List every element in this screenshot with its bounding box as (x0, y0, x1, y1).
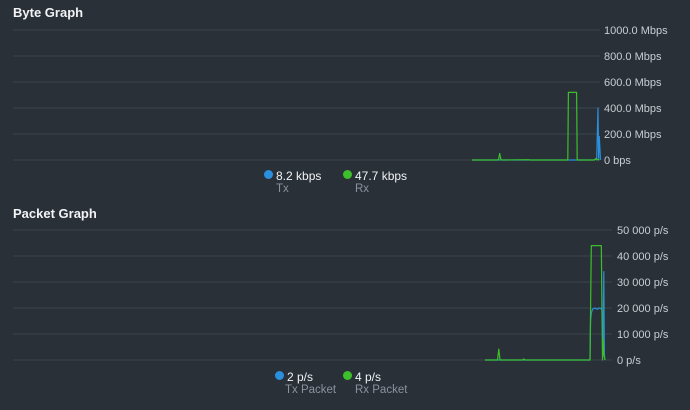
tx-packet-value: 2 p/s (287, 370, 314, 384)
byte-graph-chart: 0 bps 200.0 Mbps 400.0 Mbps 600.0 Mbps 800.0… (13, 25, 668, 167)
packet-y-tick-label: 30 000 p/s (617, 277, 669, 289)
legend-item-tx[interactable]: 8.2 kbps Tx (264, 167, 322, 195)
rx-packet-value: 4 p/s (355, 370, 382, 384)
legend-item-rx-packet[interactable]: 4 p/s Rx Packet (343, 368, 407, 396)
byte-y-tick-label: 800.0 Mbps (604, 51, 662, 63)
packet-graph-title: Packet Graph (13, 206, 97, 221)
packet-graph-chart: 0 p/s 10 000 p/s 20 000 p/s 30 000 p/s 40 00… (13, 225, 669, 367)
tx-packet-color-dot (275, 371, 284, 381)
tx-packet-label: Tx Packet (285, 384, 337, 396)
byte-graph-title: Byte Graph (13, 5, 84, 20)
packet-y-tick-label: 10 000 p/s (617, 329, 669, 341)
tx-value: 8.2 kbps (276, 169, 322, 183)
byte-y-tick-label: 600.0 Mbps (604, 77, 662, 89)
legend-item-rx[interactable]: 47.7 kbps Rx (343, 167, 408, 195)
byte-y-tick-label: 0 bps (604, 155, 631, 167)
byte-y-tick-label: 1000.0 Mbps (604, 25, 668, 37)
rx-label: Rx (355, 183, 370, 195)
rx-value: 47.7 kbps (355, 169, 408, 183)
packet-y-tick-label: 20 000 p/s (617, 303, 669, 315)
packet-y-tick-label: 0 p/s (617, 355, 641, 367)
byte-graph-legend: 8.2 kbps Tx 47.7 kbps Rx (0, 167, 690, 207)
byte-series-rx (472, 91, 600, 161)
rx-packet-color-dot (343, 371, 352, 381)
byte-y-tick-label: 200.0 Mbps (604, 129, 662, 141)
rx-color-dot (343, 170, 352, 180)
packet-graph-panel: Packet Graph 0 p/s 10 000 p/s 20 000 p/s 30… (0, 205, 690, 410)
packet-y-tick-label: 40 000 p/s (617, 251, 669, 263)
byte-y-tick-label: 400.0 Mbps (604, 103, 662, 115)
packet-graph-legend: 2 p/s Tx Packet 4 p/s Rx Packet (0, 368, 690, 408)
rx-packet-label: Rx Packet (355, 384, 408, 396)
packet-y-tick-label: 50 000 p/s (617, 225, 669, 237)
tx-color-dot (264, 170, 273, 180)
byte-graph-panel: Byte Graph 0 bps 200.0 Mbps 400.0 Mbps 600.… (0, 5, 690, 207)
tx-label: Tx (276, 183, 289, 195)
packet-series-rx-packet (485, 244, 606, 361)
packet-series-tx-packet (485, 270, 606, 361)
legend-item-tx-packet[interactable]: 2 p/s Tx Packet (275, 368, 336, 396)
